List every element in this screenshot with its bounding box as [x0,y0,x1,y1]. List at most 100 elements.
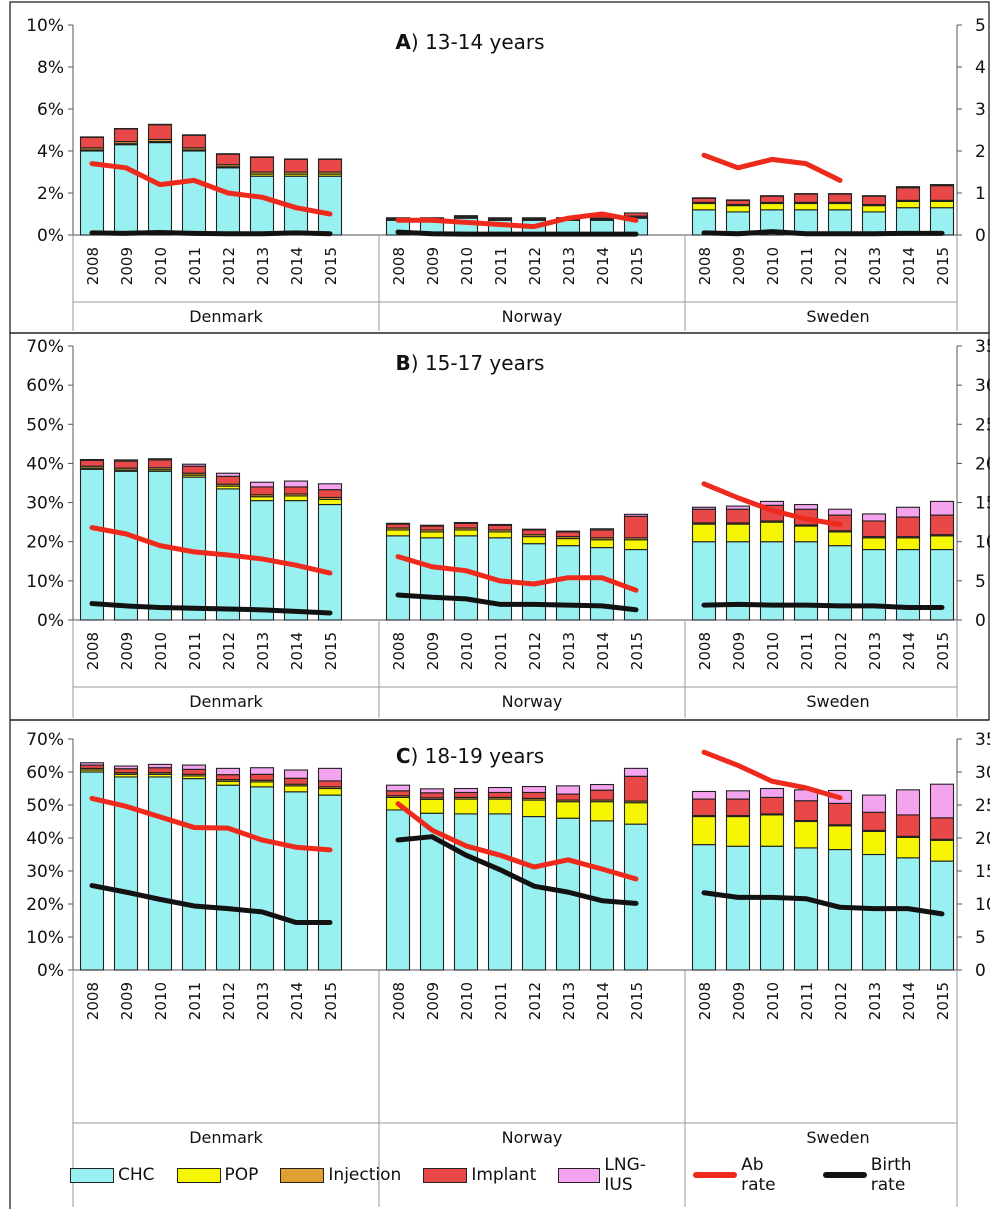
panel-a-bar-norway-2015-implant [623,212,649,217]
panel-c-bar-norway-2014-lng-ius [589,783,615,791]
legend-label-pop: POP [224,1165,259,1185]
panel-b-chart: 0% 10% 20% 30% 40% 50% 60% 70% 0 5 10 15 20 25 30 35 B) … [26,337,990,718]
panel-c-bar-denmark-2013-chc [249,786,275,971]
panel-c-bar-norway-2011-pop [487,798,513,815]
panel-b-group-label-norway: Norway [502,692,563,711]
panel-b-y2-tick-label: 5 [975,572,986,592]
panel-b-y-tick-label: 60% [26,376,64,396]
panel-c-bar-sweden-2015-implant [929,817,955,840]
panel-c-bar-norway-2009-implant [419,792,445,799]
panel-b-x-tick-label: 2011 [492,632,510,670]
panel-a-bar-sweden-2011-implant [793,193,819,204]
panel-a-bar-sweden-2012-chc [827,209,853,236]
panel-b-bar-denmark-2010-implant [147,459,173,469]
panel-b-bar-sweden-2010-pop [759,521,785,543]
panel-b-x-tick-label: 2012 [526,632,544,670]
panel-b-bar-norway-2013-chc [555,545,581,621]
panel-c-bar-norway-2013-lng-ius [555,785,581,795]
panel-c-bar-norway-2011-chc [487,813,513,971]
panel-a-y-tick-label: 4% [37,142,64,162]
panel-a-x-tick-label: 2011 [798,247,816,285]
panel-b-bar-norway-2015-implant [623,515,649,539]
panel-a-x-tick-label: 2011 [492,247,510,285]
panel-b-line-birth-rate-sweden [701,601,945,610]
panel-b-bar-norway-2008-implant [385,523,411,529]
panel-a-x-tick-label: 2014 [288,247,306,285]
panel-b-bar-norway-2015-pop [623,539,649,551]
panel-c-y2-tick-label: 35 [975,730,990,750]
panel-b-bar-sweden-2014-lng-ius [895,506,921,518]
panel-c-bar-denmark-2012-implant [215,774,241,781]
panel-c-y2-tick-label: 20 [975,829,990,849]
panel-a-bar-sweden-2012-pop [827,202,853,211]
panel-b-bar-denmark-2013-lng-ius [249,481,275,488]
panel-c-bar-sweden-2009-lng-ius [725,790,751,800]
panel-a-bar-denmark-2009-chc [113,144,139,236]
panel-b-bar-denmark-2013-implant [249,486,275,496]
legend-label-injection: Injection [328,1165,402,1185]
panel-c-bar-norway-2011-lng-ius [487,786,513,794]
panel-c-group-label-sweden: Sweden [806,1128,869,1147]
panel-c-bar-norway-2012-pop [521,799,547,818]
panel-b-bar-denmark-2014-pop [283,495,309,502]
panel-b-x-tick-label: 2014 [900,632,918,670]
panel-c-letter-suffix: ) [411,744,425,768]
panel-b-y-tick-label: 70% [26,337,64,357]
panel-c-bar-norway-2015-chc [623,823,649,971]
panel-a-x-tick-label: 2014 [594,247,612,285]
panel-a-x-tick-label: 2010 [764,247,782,285]
panel-c-x-tick-label: 2014 [594,982,612,1020]
panel-a-x-tick-label: 2009 [730,247,748,285]
legend-label-ab-rate: Ab rate [741,1155,776,1195]
panel-b-bar-sweden-2008-chc [691,541,717,621]
legend-label-birth-rate: Birth rate [870,1155,912,1195]
legend-swatch-pop [176,1167,221,1183]
panel-a-x-tick-label: 2008 [696,247,714,285]
legend-item-injection: Injection [280,1165,401,1185]
panel-b-title: B) 15-17 years [396,351,545,375]
panel-b-bar-sweden-2011-chc [793,541,819,621]
panel-b-y2-tick-label: 25 [975,415,990,435]
panel-a-y2-tick-label: 4 [975,58,986,78]
panel-b-letter-suffix: ) [411,351,425,375]
panel-a-bar-sweden-2015-implant [929,185,955,201]
legend-item-birth-rate: Birth rate [822,1155,948,1195]
panel-c-bar-denmark-2014-lng-ius [283,769,309,779]
panel-c-bar-sweden-2008-lng-ius [691,790,717,800]
panel-c-bar-sweden-2008-implant [691,798,717,817]
panel-b-line-ab-rate-denmark [89,525,333,576]
panel-b-group-label-sweden: Sweden [806,692,869,711]
panel-b-x-tick-label: 2012 [220,632,238,670]
panel-c-bar-norway-2010-lng-ius [453,787,479,794]
panel-b-bar-sweden-2009-chc [725,541,751,621]
panel-a-y2-tick-label: 1 [975,184,986,204]
panel-a-x-tick-label: 2015 [322,247,340,285]
panel-c-bar-sweden-2010-implant [759,796,785,815]
panel-b-bar-sweden-2014-implant [895,516,921,538]
panel-b-y2-tick-label: 0 [975,611,986,631]
panel-b-bar-denmark-2012-lng-ius [215,472,241,477]
panel-c-line-birth-rate-sweden [701,890,945,917]
panel-c-bar-sweden-2015-pop [929,839,955,862]
panel-a-line-ab-rate-denmark [89,161,333,217]
legend-swatch-chc [70,1167,114,1183]
panel-b-x-tick-label: 2008 [696,632,714,670]
panel-b-y2-tick-label: 30 [975,376,990,396]
panel-a-title: A) 13-14 years [395,30,544,54]
legend-swatch-lng-ius [558,1167,601,1183]
panel-a-bar-denmark-2010-chc [147,142,173,236]
panel-a-chart: 0% 2% 4% 6% 8% 10% 0 1 2 3 4 5 A) 13-14 years 2008 200… [26,16,986,331]
panel-b-bar-denmark-2015-chc [317,503,343,621]
panel-b-bar-norway-2009-lng-ius [419,524,445,527]
panel-c-bar-denmark-2011-implant [181,768,207,775]
panel-b-bar-norway-2013-lng-ius [555,530,581,533]
panel-b-bar-denmark-2014-chc [283,500,309,621]
panel-a-line-ab-rate-sweden [701,152,843,183]
legend-item-ab-rate: Ab rate [693,1155,801,1195]
panel-c-line-birth-rate-denmark [89,883,333,925]
panel-c-bar-sweden-2013-implant [861,811,887,831]
panel-c-x-tick-label: 2013 [560,982,578,1020]
panel-a-bar-sweden-2013-implant [861,195,887,206]
panel-c-y2-tick-label: 30 [975,763,990,783]
panel-a-bar-sweden-2010-implant [759,195,785,203]
